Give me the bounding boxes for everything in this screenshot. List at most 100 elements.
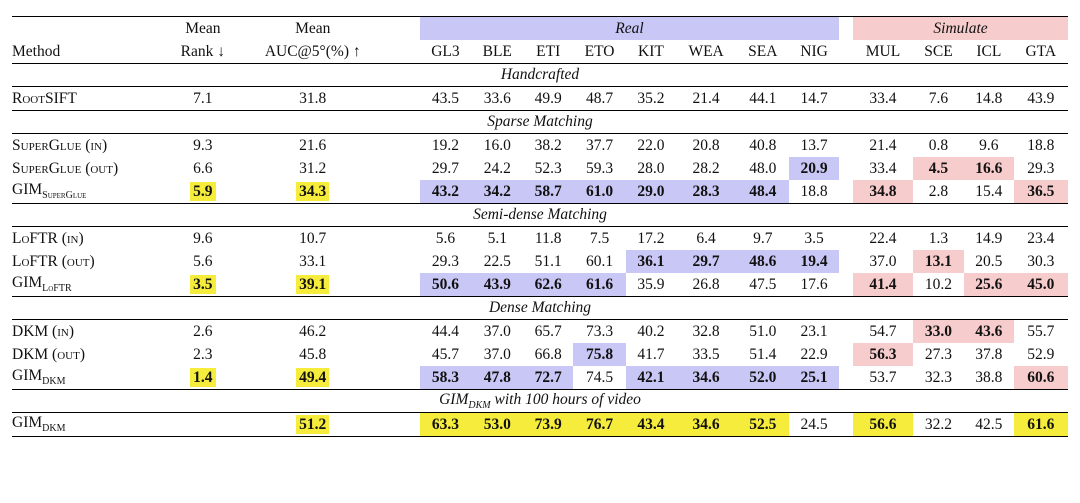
value-cell: 17.6 — [800, 275, 828, 293]
method-name: DKM (out) — [12, 343, 166, 366]
value-cell: 58.7 — [523, 180, 573, 204]
method-name: GIMDKM — [12, 412, 166, 437]
value-cell: 58.3 — [419, 366, 472, 390]
mean-auc-cell: 33.1 — [240, 250, 386, 273]
value-cell: 54.7 — [869, 322, 897, 340]
video-section-suffix: with 100 hours of video — [490, 390, 641, 408]
value-cell: 5.6 — [435, 229, 456, 247]
value-cell: 29.7 — [675, 250, 737, 273]
value-cell: 40.2 — [637, 322, 665, 340]
value-cell: 28.0 — [637, 159, 665, 177]
mean-auc-cell: 45.8 — [240, 343, 386, 366]
mean-auc-cell: 49.4 — [240, 366, 386, 390]
value-cell: 42.5 — [964, 412, 1014, 437]
mean-auc-cell: 51.2 — [239, 412, 386, 437]
mean-auc: 31.8 — [299, 89, 327, 107]
value-cell: 73.3 — [586, 322, 614, 340]
spacer — [386, 157, 420, 180]
value-cell: 16.6 — [964, 157, 1014, 180]
mean-rank-cell: 7.1 — [166, 87, 240, 111]
col-header: ETI — [523, 40, 573, 64]
value-cell: 52.3 — [534, 159, 562, 177]
value-cell: 23.1 — [800, 322, 828, 340]
mean-auc: 34.3 — [296, 181, 330, 201]
section-label: Semi-dense Matching — [12, 203, 1068, 227]
spacer — [386, 343, 420, 366]
value-cell: 52.5 — [736, 412, 790, 437]
mean-rank-cell: 9.3 — [166, 134, 240, 158]
method-label: SuperGlue (in) — [12, 136, 108, 154]
mean-auc: 10.7 — [299, 229, 327, 247]
value-cell: 22.0 — [637, 136, 665, 154]
value-cell: 43.9 — [1027, 89, 1055, 107]
value-cell: 52.9 — [1027, 345, 1055, 363]
method-subscript: DKM — [42, 423, 66, 435]
mean-rank: 2.3 — [193, 345, 213, 363]
table-row: RootSIFT 7.1 31.8 43.5 33.6 49.9 48.7 35.2 21.4 4… — [12, 87, 1068, 111]
value-cell: 33.4 — [869, 89, 897, 107]
value-cell: 72.7 — [523, 366, 573, 390]
value-cell: 33.6 — [483, 89, 511, 107]
value-cell: 32.3 — [924, 368, 953, 386]
section-row: Handcrafted — [12, 63, 1068, 87]
mean-auc: 21.6 — [299, 136, 327, 154]
method-label: SuperGlue (out) — [12, 159, 119, 177]
section-label: Sparse Matching — [12, 110, 1068, 134]
value-cell: 48.6 — [736, 250, 790, 273]
value-cell: 34.6 — [675, 412, 737, 437]
spacer — [386, 273, 420, 297]
value-cell: 53.7 — [869, 368, 897, 386]
mean-auc: 31.2 — [299, 159, 327, 177]
value-cell: 22.4 — [869, 229, 897, 247]
value-cell: 56.6 — [853, 412, 913, 437]
method-subscript: SuperGlue — [42, 190, 87, 202]
mean-auc-cell: 46.2 — [240, 320, 386, 344]
method-header — [12, 16, 166, 40]
value-cell: 37.8 — [975, 345, 1003, 363]
value-cell: 29.3 — [431, 252, 459, 270]
mean-rank-cell: 5.9 — [166, 180, 240, 204]
value-cell: 21.4 — [869, 136, 897, 154]
value-cell: 35.2 — [637, 89, 665, 107]
method-label: RootSIFT — [12, 89, 77, 107]
value-cell: 43.4 — [626, 412, 676, 437]
method-label: LoFTR (in) — [12, 229, 84, 247]
value-cell: 55.7 — [1027, 322, 1055, 340]
col-header: ICL — [964, 40, 1014, 64]
value-cell: 19.4 — [789, 250, 840, 273]
value-cell: 76.7 — [572, 412, 627, 437]
value-cell: 50.6 — [419, 273, 472, 297]
method-label: GIM — [12, 274, 43, 292]
col-header: BLE — [471, 40, 524, 64]
value-cell: 48.7 — [586, 89, 614, 107]
mean-rank-header-2: Rank ↓ — [166, 40, 240, 64]
mean-rank: 9.6 — [193, 229, 213, 247]
value-cell: 0.8 — [928, 136, 949, 154]
table-row: GIMDKM 51.2 63.3 53.0 73.9 76.7 43.4 34.6 52.5 24… — [12, 412, 1068, 437]
value-cell: 13.1 — [912, 250, 965, 273]
value-cell: 32.8 — [692, 322, 720, 340]
mean-rank-cell: 6.6 — [166, 157, 240, 180]
value-cell: 7.5 — [589, 229, 610, 247]
mean-auc-cell: 10.7 — [240, 227, 386, 251]
method-label: GIM — [12, 414, 43, 432]
spacer — [839, 412, 854, 437]
value-cell: 63.3 — [419, 412, 472, 437]
method-name: RootSIFT — [12, 87, 166, 111]
value-cell: 4.5 — [912, 157, 965, 180]
section-row: Sparse Matching — [12, 110, 1068, 134]
value-cell: 44.1 — [749, 89, 777, 107]
value-cell: 62.6 — [523, 273, 573, 297]
value-cell: 1.3 — [928, 229, 949, 247]
spacer — [839, 273, 853, 297]
spacer — [386, 180, 420, 204]
spacer — [386, 87, 420, 111]
col-header: GL3 — [419, 40, 472, 64]
value-cell: 36.1 — [626, 250, 676, 273]
value-cell: 52.0 — [736, 366, 790, 390]
section-label: Handcrafted — [12, 63, 1068, 87]
spacer — [386, 227, 420, 251]
value-cell: 37.0 — [483, 345, 511, 363]
value-cell: 32.2 — [912, 412, 965, 437]
spacer — [839, 87, 853, 111]
